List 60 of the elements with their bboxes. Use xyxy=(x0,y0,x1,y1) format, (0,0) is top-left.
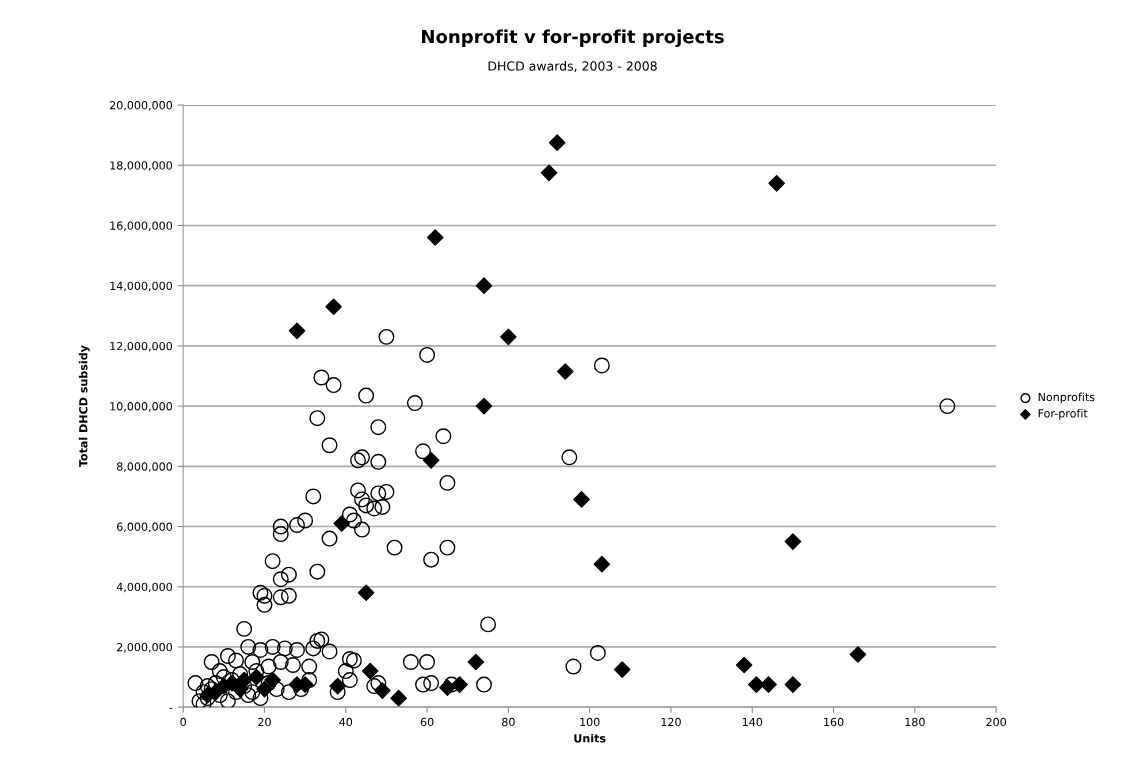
point xyxy=(264,671,281,689)
point xyxy=(573,491,590,508)
point xyxy=(784,533,802,550)
legend-label: For-profit xyxy=(1038,408,1088,420)
x-axis-title: Units xyxy=(574,733,606,743)
x-tick-label: 100 xyxy=(580,717,600,727)
point xyxy=(500,328,517,346)
point xyxy=(748,676,765,693)
x-tick-label: 180 xyxy=(905,717,925,727)
x-tick-label: 200 xyxy=(986,717,1007,727)
x-tick-label: 40 xyxy=(339,717,353,727)
y-tick-label: 8,000,000 xyxy=(116,462,173,472)
point xyxy=(467,653,485,671)
y-tick-label: 10,000,000 xyxy=(110,402,173,412)
y-tick-label: 16,000,000 xyxy=(110,221,173,231)
point xyxy=(333,515,351,532)
point xyxy=(768,175,785,192)
chart-title: Nonprofit v for-profit projects xyxy=(422,29,724,48)
point xyxy=(613,661,631,678)
point xyxy=(361,662,379,680)
point xyxy=(475,277,493,294)
point xyxy=(374,682,391,699)
point xyxy=(548,134,566,151)
point xyxy=(248,668,265,686)
point xyxy=(422,452,440,469)
y-tick-label: 6,000,000 xyxy=(117,522,173,533)
x-tick-label: 20 xyxy=(258,717,271,727)
point xyxy=(439,679,456,696)
y-axis-title: Total DHCD subsidy xyxy=(78,345,90,468)
point xyxy=(760,676,777,693)
point xyxy=(593,555,611,573)
x-tick-label: 80 xyxy=(502,717,515,727)
point xyxy=(357,584,375,602)
x-tick-label: 140 xyxy=(742,717,763,727)
point xyxy=(329,677,346,695)
chart-subtitle: DHCD awards, 2003 - 2008 xyxy=(488,61,657,73)
y-tick-label: 4,000,000 xyxy=(116,582,173,593)
y-tick-label: 18,000,000 xyxy=(110,161,173,171)
y-tick-label: 2,000,000 xyxy=(117,642,173,653)
x-tick-label: 0 xyxy=(180,717,186,727)
y-tick-label: 12,000,000 xyxy=(110,341,173,352)
x-tick-label: 120 xyxy=(661,717,681,727)
point xyxy=(390,689,407,707)
x-tick-label: 160 xyxy=(824,717,844,727)
point xyxy=(475,397,493,415)
point xyxy=(784,676,802,693)
legend-label: Nonprofits xyxy=(1038,392,1095,404)
point xyxy=(735,656,753,674)
point xyxy=(426,229,444,246)
point xyxy=(556,363,574,380)
x-tick-label: 60 xyxy=(420,717,434,727)
point xyxy=(540,164,558,182)
point xyxy=(288,322,306,340)
y-tick-label: - xyxy=(169,707,173,709)
y-tick-label: 20,000,000 xyxy=(109,101,173,111)
point xyxy=(256,680,273,698)
point xyxy=(849,646,867,663)
point xyxy=(325,298,342,316)
point xyxy=(451,676,468,693)
y-tick-label: 14,000,000 xyxy=(110,281,173,292)
